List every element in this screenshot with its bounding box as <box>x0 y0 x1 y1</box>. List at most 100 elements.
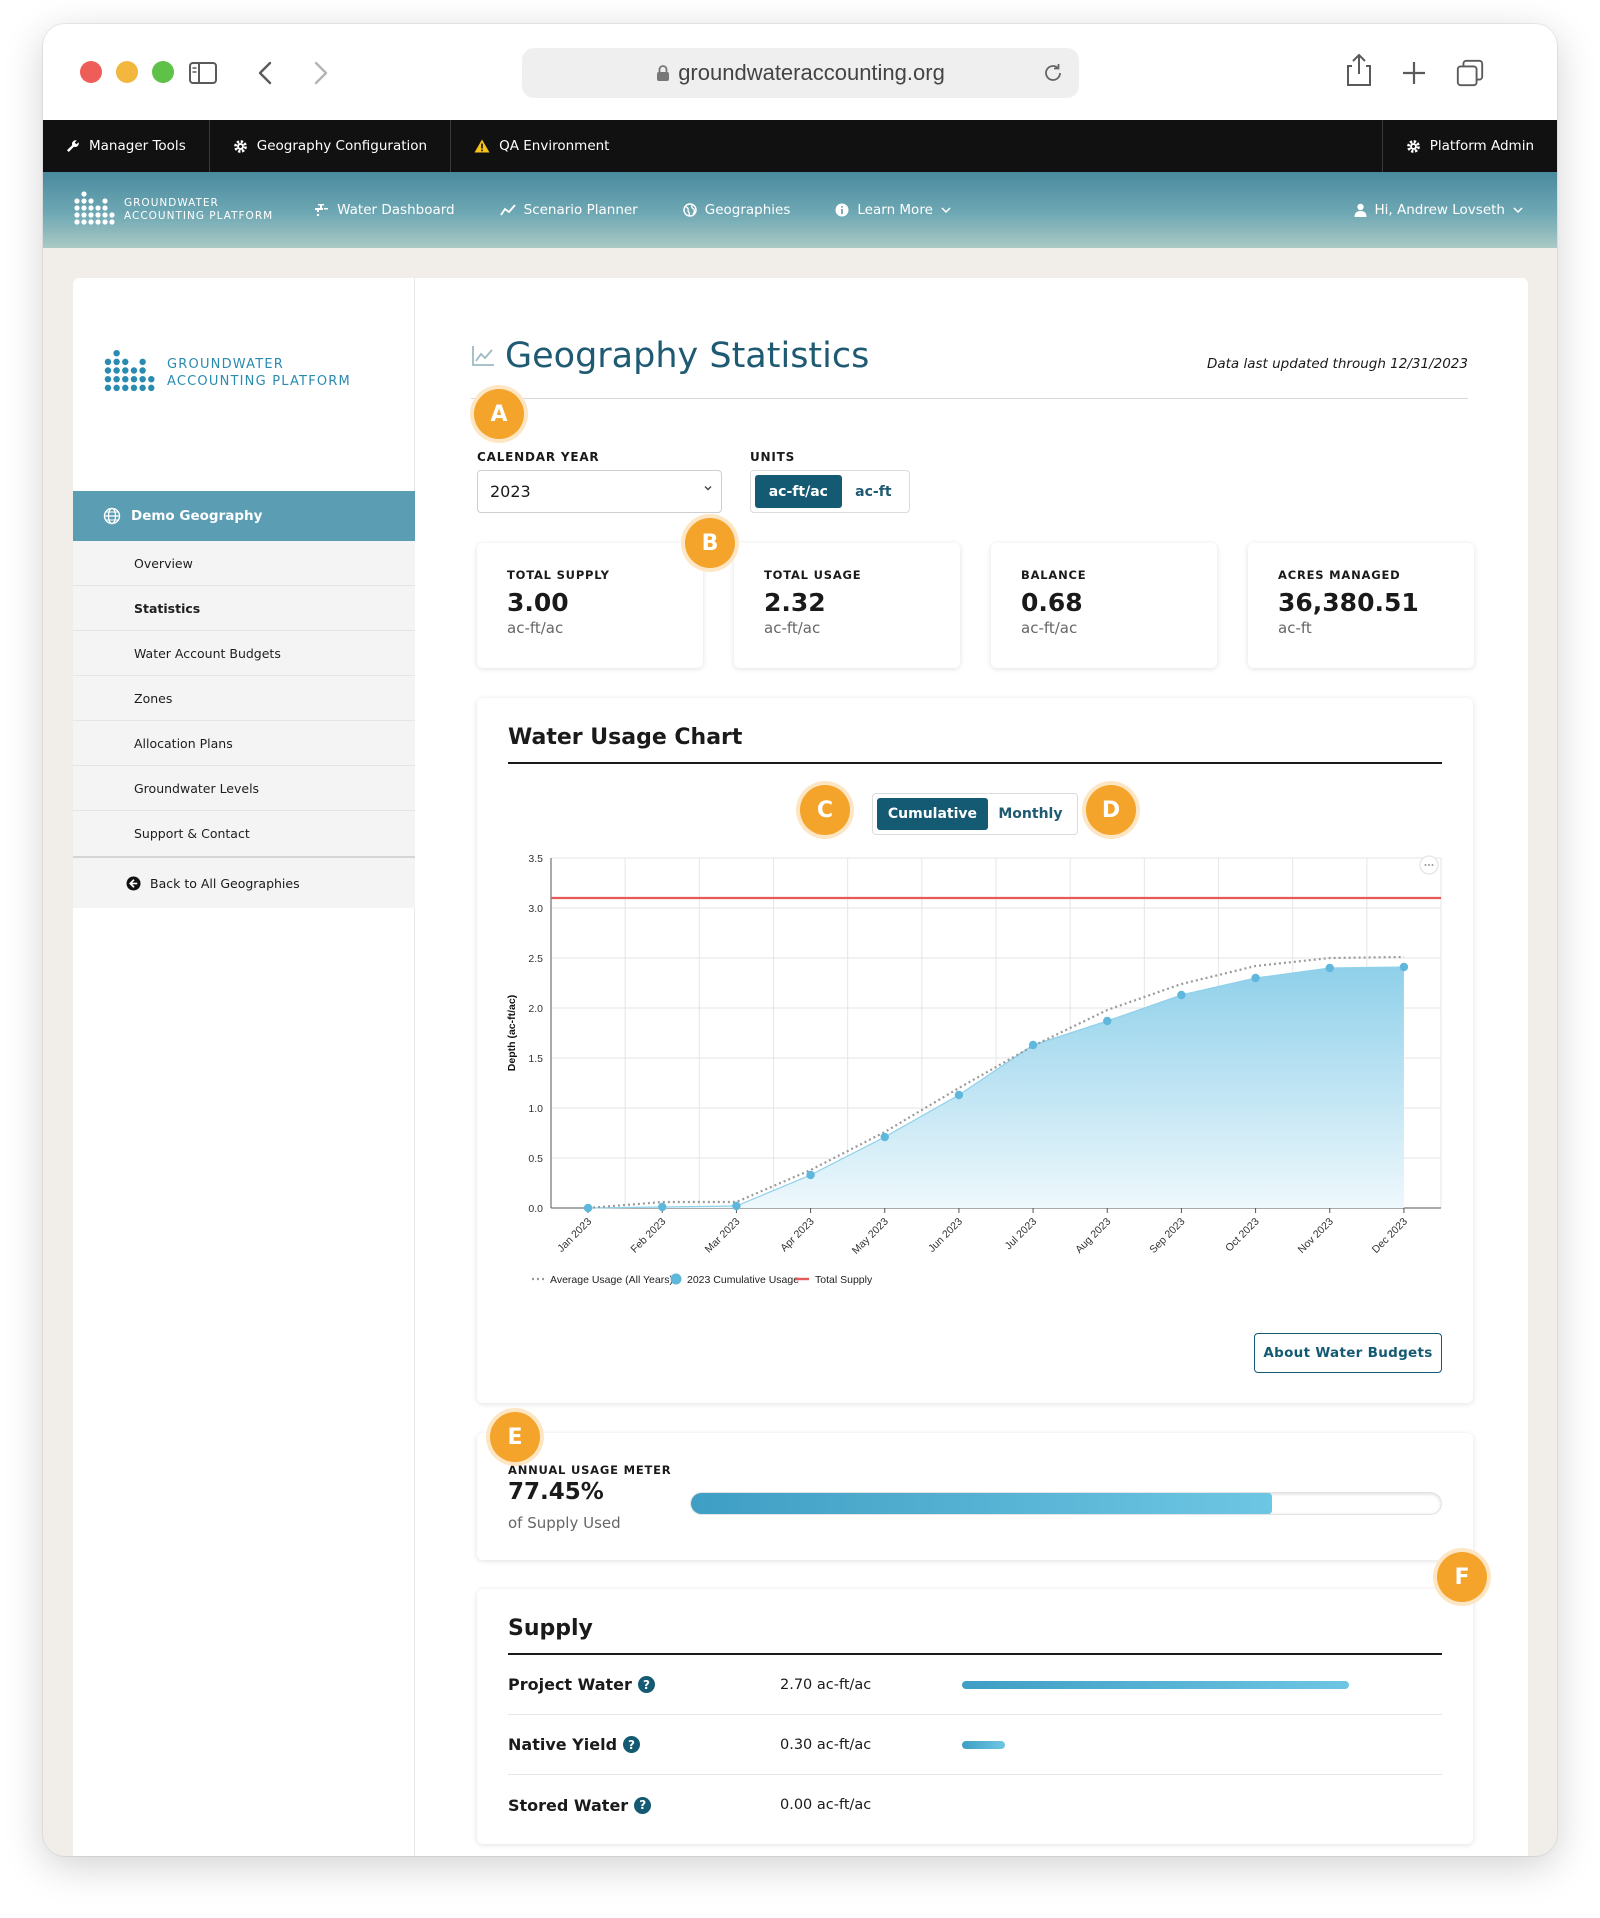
x-tick-label: Sep 2023 <box>1147 1216 1187 1256</box>
sidebar-brand-line2: ACCOUNTING PLATFORM <box>167 374 351 389</box>
globe-icon <box>103 507 121 525</box>
zoom-window-button[interactable] <box>152 61 174 83</box>
y-tick-label: 0.0 <box>528 1203 543 1215</box>
user-icon <box>1354 203 1367 217</box>
y-tick-label: 1.0 <box>528 1103 543 1115</box>
new-tab-icon[interactable] <box>1399 58 1429 88</box>
nav-water-dashboard[interactable]: Water Dashboard <box>313 202 455 218</box>
units-ac-ft-button[interactable]: ac-ft <box>855 483 892 500</box>
stat-value: 3.00 <box>507 588 569 617</box>
stat-unit: ac-ft/ac <box>507 619 564 637</box>
usage-meter-track <box>690 1492 1442 1515</box>
back-icon[interactable] <box>251 58 281 88</box>
chart-card-divider <box>508 762 1442 764</box>
stat-unit: ac-ft <box>1278 619 1312 637</box>
annotation-badge-f: F <box>1437 1552 1487 1602</box>
forward-icon[interactable] <box>305 58 335 88</box>
monthly-button[interactable]: Monthly <box>998 806 1063 822</box>
manager-tools-menu[interactable]: Manager Tools <box>43 120 210 172</box>
cumulative-button[interactable]: Cumulative <box>877 798 988 830</box>
total-supply-card: TOTAL SUPPLY 3.00 ac-ft/ac <box>477 543 703 668</box>
help-icon[interactable]: ? <box>634 1796 652 1814</box>
sidebar-item-overview[interactable]: Overview <box>73 541 415 586</box>
back-to-all-geographies-link[interactable]: Back to All Geographies <box>73 856 415 908</box>
sidebar-item-zones[interactable]: Zones <box>73 676 415 721</box>
dots-logo-icon <box>104 349 155 392</box>
content-card: GROUNDWATER ACCOUNTING PLATFORM Demo Geo… <box>73 278 1528 1856</box>
back-to-all-geographies-label: Back to All Geographies <box>150 875 300 891</box>
url-text: groundwateraccounting.org <box>678 60 945 85</box>
supply-divider <box>508 1653 1442 1655</box>
platform-admin-label: Platform Admin <box>1429 138 1534 154</box>
calendar-year-select[interactable]: 2023 <box>477 470 722 513</box>
sidebar-item-allocation-plans[interactable]: Allocation Plans <box>73 721 415 766</box>
user-menu[interactable]: Hi, Andrew Lovseth <box>1354 202 1523 218</box>
globe-icon <box>683 203 697 217</box>
browser-toolbar: groundwateraccounting.org <box>43 24 1557 120</box>
nav-scenario-planner[interactable]: Scenario Planner <box>499 202 638 218</box>
chart-menu-dot <box>1431 864 1434 866</box>
supply-title: Supply <box>508 1616 593 1641</box>
warning-icon <box>474 139 490 153</box>
x-tick-label: May 2023 <box>850 1216 891 1257</box>
x-tick-label: Aug 2023 <box>1073 1216 1113 1256</box>
help-icon[interactable]: ? <box>623 1736 641 1753</box>
lock-icon <box>657 65 670 81</box>
platform-admin-menu[interactable]: Platform Admin <box>1381 120 1557 172</box>
share-icon[interactable] <box>1343 52 1375 88</box>
units-ac-ft-per-ac-button[interactable]: ac-ft/ac <box>755 475 842 508</box>
supply-row-native-yield: Native Yield? 0.30 ac-ft/ac <box>508 1715 1442 1775</box>
water-usage-chart: 0.0 0.5 1.0 1.5 2.0 2.5 3.0 3.5 Jan 2023 Feb 2023… <box>506 853 1442 1286</box>
calendar-year-value: 2023 <box>490 482 531 501</box>
user-menu-label: Hi, Andrew Lovseth <box>1374 202 1505 218</box>
reload-icon[interactable] <box>1041 61 1065 85</box>
help-icon[interactable]: ? <box>637 1676 655 1693</box>
chevron-down-icon <box>941 207 951 213</box>
total-usage-card: TOTAL USAGE 2.32 ac-ft/ac <box>734 543 960 668</box>
acres-managed-card: ACRES MANAGED 36,380.51 ac-ft <box>1248 543 1474 668</box>
nav-learn-more[interactable]: Learn More <box>835 202 951 218</box>
y-tick-label: 2.0 <box>528 1003 543 1015</box>
page-title: Geography Statistics <box>471 336 869 376</box>
line-chart-icon <box>499 204 516 216</box>
cumulative-usage-point <box>1251 973 1260 983</box>
sidebar-toggle-icon[interactable] <box>188 58 218 88</box>
stat-value: 2.32 <box>764 588 826 617</box>
stat-unit: ac-ft/ac <box>1021 619 1078 637</box>
y-tick-label: 3.0 <box>528 903 543 915</box>
cumulative-usage-point <box>1028 1040 1038 1050</box>
stat-value: 0.68 <box>1021 588 1083 617</box>
supply-name: Native Yield <box>508 1735 618 1754</box>
y-tick-label: 0.5 <box>528 1153 543 1165</box>
minimize-window-button[interactable] <box>116 61 138 83</box>
sidebar-item-demo-geography[interactable]: Demo Geography <box>73 491 415 541</box>
sidebar-item-support-contact[interactable]: Support & Contact <box>134 826 250 841</box>
y-tick-label: 2.5 <box>528 953 543 965</box>
nav-water-dashboard-label: Water Dashboard <box>337 202 455 218</box>
cumulative-usage-point <box>954 1090 964 1100</box>
geography-configuration-menu[interactable]: Geography Configuration <box>210 120 452 172</box>
sidebar-item-groundwater-levels[interactable]: Groundwater Levels <box>73 766 415 811</box>
water-usage-chart-card: Water Usage Chart Cumulative Monthly 0.0… <box>477 698 1473 1403</box>
close-window-button[interactable] <box>80 61 102 83</box>
sidebar-item-statistics[interactable]: Statistics <box>73 586 415 631</box>
supply-value: 0.30 ac-ft/ac <box>780 1736 872 1753</box>
dots-logo-icon <box>74 191 115 225</box>
legend-cumulative-label: 2023 Cumulative Usage <box>687 1274 799 1286</box>
browser-window: groundwateraccounting.org Manager Tools <box>43 24 1557 1856</box>
sidebar-brand-logo[interactable]: GROUNDWATER ACCOUNTING PLATFORM <box>103 348 351 398</box>
stat-label: TOTAL USAGE <box>764 568 862 582</box>
arrow-left-circle-icon <box>126 875 141 891</box>
stat-unit: ac-ft/ac <box>764 619 821 637</box>
annotation-badge-c: C <box>800 785 850 835</box>
about-water-budgets-button[interactable]: About Water Budgets <box>1254 1333 1442 1373</box>
gear-icon <box>1406 139 1420 153</box>
sidebar-item-water-account-budgets[interactable]: Water Account Budgets <box>73 631 415 676</box>
info-icon <box>835 203 849 217</box>
nav-brand-logo[interactable]: GROUNDWATER ACCOUNTING PLATFORM <box>73 190 273 230</box>
gear-icon <box>233 139 247 153</box>
y-tick-label: 3.5 <box>528 853 543 865</box>
address-bar[interactable]: groundwateraccounting.org <box>522 48 1079 98</box>
tab-overview-icon[interactable] <box>1455 58 1485 88</box>
nav-geographies[interactable]: Geographies <box>683 202 790 218</box>
